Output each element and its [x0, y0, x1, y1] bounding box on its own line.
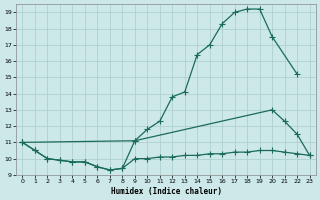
- X-axis label: Humidex (Indice chaleur): Humidex (Indice chaleur): [110, 187, 221, 196]
